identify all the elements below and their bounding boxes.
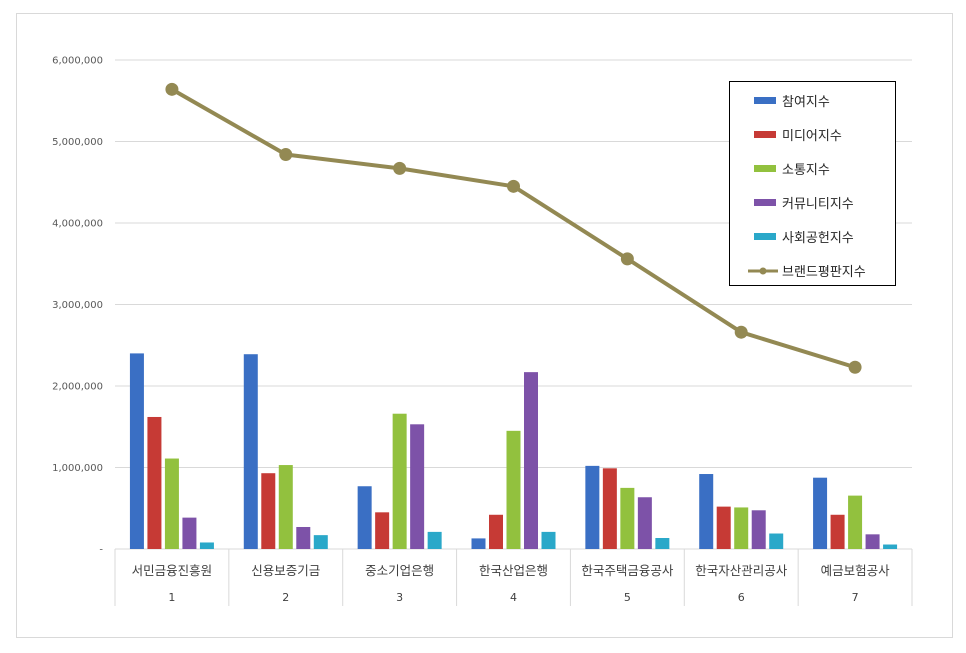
rank-label: 2 [282,591,289,604]
y-tick-label: 2,000,000 [52,382,103,393]
bar [357,486,372,549]
bar [699,474,714,549]
legend-entry: 브랜드평판지수 [730,260,866,280]
bar [471,538,486,549]
bar [585,465,600,549]
bar [524,372,538,549]
rank-label: 7 [852,591,859,604]
legend-label: 미디어지수 [782,128,842,144]
category-label: 예금보험공사 [821,563,891,578]
bar [883,544,898,549]
y-tick-label: 1,000,000 [52,463,103,474]
bar [410,424,425,549]
bar [506,430,521,549]
bar [751,510,766,549]
bar [848,495,863,549]
bar [129,353,144,549]
y-tick-label: - [99,545,103,556]
legend-label: 브랜드평판지수 [782,264,866,280]
category-label: 한국주택금융공사 [581,563,674,578]
category-label: 신용보증기금 [251,563,320,578]
bar [392,413,407,549]
bar [261,473,276,549]
y-tick-label: 3,000,000 [52,300,103,311]
bar [375,512,390,549]
rank-label: 5 [624,591,631,604]
line-point [279,148,293,162]
y-tick-label: 5,000,000 [52,137,103,148]
legend-label: 사회공헌지수 [782,230,854,246]
legend-entry: 소통지수 [730,158,830,178]
bar [278,465,293,549]
legend-entry: 미디어지수 [730,124,842,144]
legend-swatch [754,130,776,138]
rank-label: 3 [396,591,403,604]
bar [296,526,311,549]
bar [769,533,784,549]
legend-label: 참여지수 [782,94,830,110]
legend-swatch [748,265,778,275]
y-tick-label: 6,000,000 [52,56,103,67]
bar [734,507,749,549]
category-label: 한국자산관리공사 [695,563,788,578]
bar [602,468,617,549]
rank-label: 6 [738,591,745,604]
bar [313,535,328,549]
bar [182,517,197,549]
bar [865,534,880,549]
rank-label: 4 [510,591,517,604]
line-point [734,325,748,339]
legend-entry: 사회공헌지수 [730,226,854,246]
rank-label: 1 [168,591,175,604]
bar [541,531,556,549]
legend-entry: 참여지수 [730,90,830,110]
bar [243,354,258,549]
line-point [393,161,407,175]
line-point [507,179,520,193]
legend-swatch [754,198,776,206]
legend-label: 소통지수 [782,162,830,178]
category-label: 중소기업은행 [365,563,434,578]
bar [489,514,503,549]
category-label: 서민금융진흥원 [132,563,213,578]
bar [655,537,670,549]
line-point [620,252,634,266]
bar [164,458,179,549]
bar [147,416,162,549]
line-point [165,82,179,96]
bar [620,487,635,549]
category-label: 한국산업은행 [479,563,548,578]
legend-entry: 커뮤니티지수 [730,192,854,212]
legend-swatch [754,96,776,104]
bar [813,477,828,549]
y-tick-label: 4,000,000 [52,219,103,230]
bar [716,506,731,549]
bar [830,514,845,549]
legend-swatch [754,232,776,240]
line-point [848,360,862,374]
legend-swatch [754,164,776,172]
bar [427,531,442,549]
bar [199,542,214,549]
legend-label: 커뮤니티지수 [782,196,854,212]
bar [637,497,652,549]
